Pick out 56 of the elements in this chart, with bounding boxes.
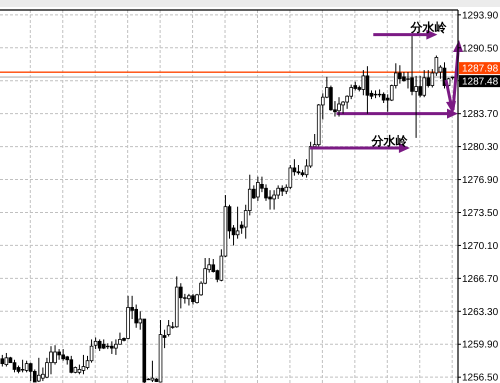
- y-tick-label: 1283.70: [462, 109, 499, 120]
- price-tag: 1287.98: [459, 62, 500, 75]
- y-tick-label: 1276.90: [462, 175, 499, 186]
- candlestick: [150, 360, 154, 383]
- candlestick: [49, 346, 53, 375]
- candlestick: [166, 320, 170, 337]
- candlestick: [78, 364, 82, 375]
- y-tick-label: 1293.90: [462, 10, 499, 22]
- y-tick-label: 1273.50: [462, 208, 499, 219]
- candlestick: [422, 70, 426, 98]
- ref-line-label: 1287.48: [462, 76, 499, 88]
- candlestick: [20, 359, 24, 373]
- candlestick: [280, 184, 284, 197]
- candlestick: [418, 75, 422, 98]
- candlestick: [362, 70, 366, 96]
- price-tag: 1287.48: [459, 75, 500, 88]
- candlestick: [442, 62, 446, 89]
- y-tick-label: 1280.30: [462, 142, 499, 154]
- y-tick-label: 1259.90: [462, 340, 499, 351]
- candlestick: [110, 340, 114, 354]
- candlestick: [366, 66, 370, 114]
- candlestick: [12, 359, 16, 373]
- candlestick: [61, 348, 65, 362]
- candlestick: [337, 96, 341, 118]
- y-tick-label: 1263.30: [462, 306, 499, 318]
- annotation: 分水岭: [372, 134, 408, 148]
- candlestick: [82, 354, 86, 375]
- candlestick: [134, 304, 138, 328]
- candlestick: [272, 190, 276, 210]
- candlestick: [276, 184, 280, 200]
- candlestick: [236, 206, 240, 240]
- candlestick: [288, 164, 292, 190]
- annotation: 分水岭: [410, 20, 447, 35]
- y-tick-label: 1290.50: [462, 43, 499, 54]
- candlestick: [28, 362, 33, 382]
- candlestick: [349, 84, 354, 100]
- candlestick: [57, 348, 61, 360]
- y-tick-label: 1256.50: [462, 372, 499, 383]
- candlestick: [53, 344, 57, 366]
- candlestick: [69, 355, 74, 374]
- candlestick: [406, 72, 410, 89]
- candlestick: [98, 338, 102, 352]
- candlestick: [187, 293, 191, 306]
- candlestick: [191, 293, 195, 306]
- candlestick: [0, 354, 4, 368]
- ref-line-label: 1287.98: [462, 64, 499, 75]
- candlestick: [256, 176, 260, 202]
- candlestick: [102, 338, 106, 350]
- candlestick: [37, 357, 41, 383]
- candlestick: [24, 360, 28, 373]
- candlestick: [398, 64, 402, 84]
- candlestick: [114, 338, 118, 356]
- candlestick: [414, 75, 418, 138]
- y-tick-label: 1266.70: [462, 274, 499, 285]
- y-tick-label: 1270.10: [462, 240, 499, 252]
- candlestick: [4, 352, 8, 368]
